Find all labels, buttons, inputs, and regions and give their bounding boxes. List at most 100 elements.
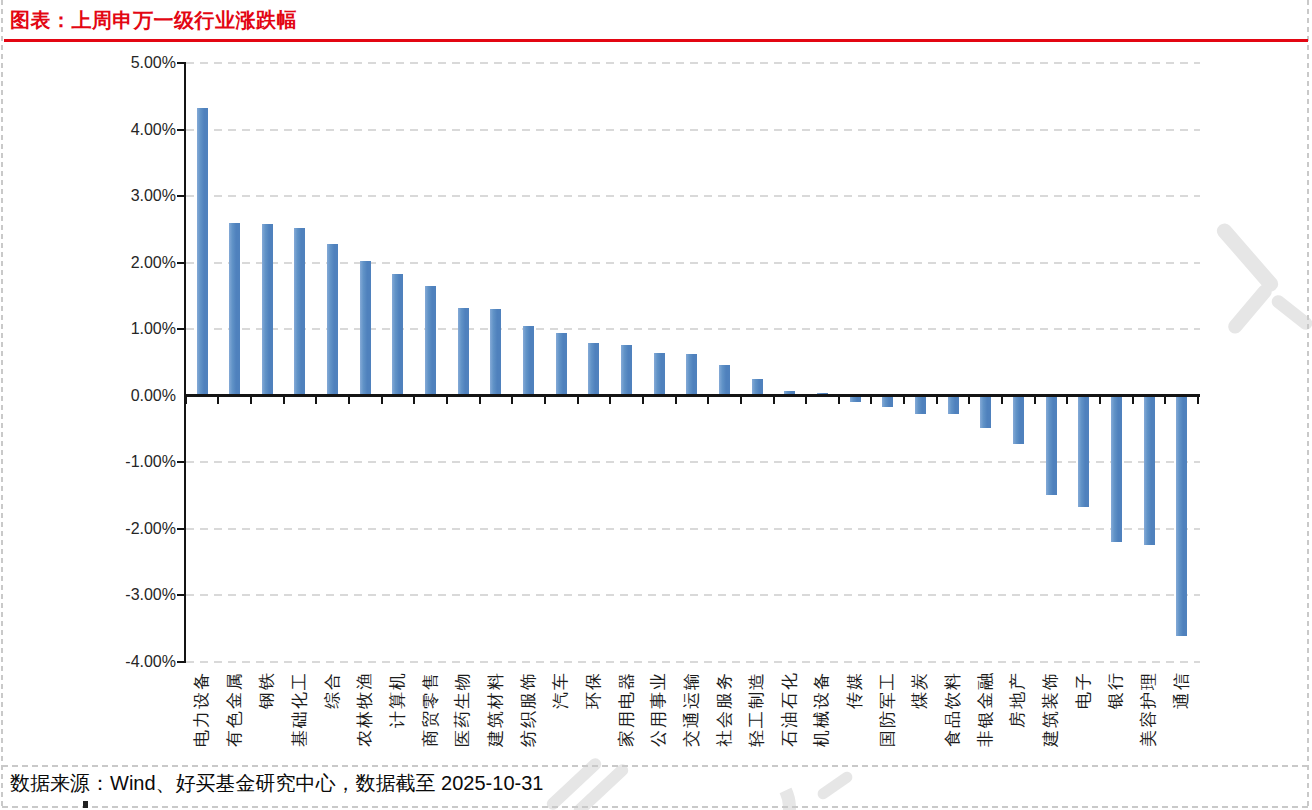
bar: [719, 365, 730, 394]
category-label: 石油石化: [780, 671, 800, 771]
bar: [752, 379, 763, 394]
category-label: 有色金属: [225, 671, 245, 771]
x-axis-tick: [446, 397, 448, 404]
x-axis-tick: [1001, 397, 1003, 404]
category-label: 电子: [1074, 671, 1094, 771]
x-axis-tick: [773, 397, 775, 404]
x-axis-tick: [217, 397, 219, 404]
category-label: 综合: [323, 671, 343, 771]
x-axis-tick: [381, 397, 383, 404]
gridline: [186, 661, 1200, 663]
category-label: 机械设备: [812, 671, 832, 771]
bar: [882, 397, 893, 407]
y-axis-line: [184, 62, 186, 663]
bar: [1176, 397, 1187, 636]
category-label: 汽车: [551, 671, 571, 771]
y-axis-tick-label: 0.00%: [96, 387, 176, 405]
bar: [588, 343, 599, 394]
y-axis-tick-label: -4.00%: [96, 653, 176, 671]
y-axis-tick: [177, 328, 184, 330]
y-axis-tick-label: 3.00%: [96, 187, 176, 205]
watermark-stroke: [1269, 293, 1312, 333]
category-label: 煤炭: [910, 671, 930, 771]
category-label: 家用电器: [617, 671, 637, 771]
y-axis-tick-label: 4.00%: [96, 121, 176, 139]
title-underline-rule: [4, 39, 1308, 42]
category-label: 轻工制造: [747, 671, 767, 771]
x-axis-tick: [250, 397, 252, 404]
y-axis-tick-label: -2.00%: [96, 520, 176, 538]
bar: [294, 228, 305, 394]
gridline: [186, 594, 1200, 596]
category-label: 建筑装饰: [1041, 671, 1061, 771]
bar: [360, 261, 371, 394]
category-label: 计算机: [388, 671, 408, 771]
bar: [490, 309, 501, 394]
y-axis-tick: [177, 262, 184, 264]
page-border-right: [1307, 0, 1309, 810]
x-axis-tick: [348, 397, 350, 404]
gridline: [186, 195, 1200, 197]
page-border-bottom: [2, 806, 1308, 808]
y-axis-tick-label: -3.00%: [96, 586, 176, 604]
bar: [1078, 397, 1089, 507]
bar: [915, 397, 926, 414]
bar: [948, 397, 959, 414]
category-label: 传媒: [845, 671, 865, 771]
x-axis-tick: [1099, 397, 1101, 404]
category-label: 电力设备: [192, 671, 212, 771]
bar: [784, 391, 795, 394]
report-page: 图表：上周申万一级行业涨跌幅 5.00% 4.00% 3.00% 2.00% 1.00%…: [0, 0, 1312, 810]
clipped-next-line-text: [83, 801, 88, 808]
y-axis-tick-label: 1.00%: [96, 320, 176, 338]
x-axis-tick: [315, 397, 317, 404]
x-axis-tick: [544, 397, 546, 404]
x-axis-tick: [805, 397, 807, 404]
category-label: 建筑材料: [486, 671, 506, 771]
category-label: 环保: [584, 671, 604, 771]
category-label: 食品饮料: [943, 671, 963, 771]
y-axis-tick: [177, 661, 184, 663]
bar: [817, 393, 828, 394]
data-source-note: 数据来源：Wind、好买基金研究中心，数据截至 2025-10-31: [10, 770, 543, 797]
bar: [392, 274, 403, 394]
y-axis-tick-label: 5.00%: [96, 54, 176, 72]
category-label: 通信: [1172, 671, 1192, 771]
bar: [1046, 397, 1057, 495]
x-axis-tick: [609, 397, 611, 404]
y-axis-tick-label: 2.00%: [96, 254, 176, 272]
category-label: 银行: [1106, 671, 1126, 771]
y-axis-tick: [177, 528, 184, 530]
x-axis-tick: [968, 397, 970, 404]
category-label: 社会服务: [715, 671, 735, 771]
page-border-left: [1, 0, 3, 810]
bar: [425, 286, 436, 394]
category-label: 基础化工: [290, 671, 310, 771]
bar: [654, 353, 665, 394]
watermark-stroke: [815, 770, 854, 802]
x-axis-tick: [1034, 397, 1036, 404]
x-axis-tick: [1197, 397, 1199, 404]
category-label: 非银金融: [976, 671, 996, 771]
x-axis-tick: [936, 397, 938, 404]
figure-title: 图表：上周申万一级行业涨跌幅: [10, 7, 297, 34]
category-label: 交通运输: [682, 671, 702, 771]
category-label: 医药生物: [453, 671, 473, 771]
y-axis-tick: [177, 594, 184, 596]
category-label: 商贸零售: [421, 671, 441, 771]
bar: [1111, 397, 1122, 542]
x-axis-tick: [675, 397, 677, 404]
bar: [327, 244, 338, 394]
category-label: 国防军工: [878, 671, 898, 771]
bar: [621, 345, 632, 394]
x-axis-tick: [838, 397, 840, 404]
x-axis-tick: [283, 397, 285, 404]
x-axis-tick: [707, 397, 709, 404]
category-label: 公用事业: [649, 671, 669, 771]
bar: [458, 308, 469, 394]
x-axis-tick: [1066, 397, 1068, 404]
bar: [686, 354, 697, 394]
bar: [1013, 397, 1024, 444]
bar: [262, 224, 273, 394]
x-axis-tick: [577, 397, 579, 404]
